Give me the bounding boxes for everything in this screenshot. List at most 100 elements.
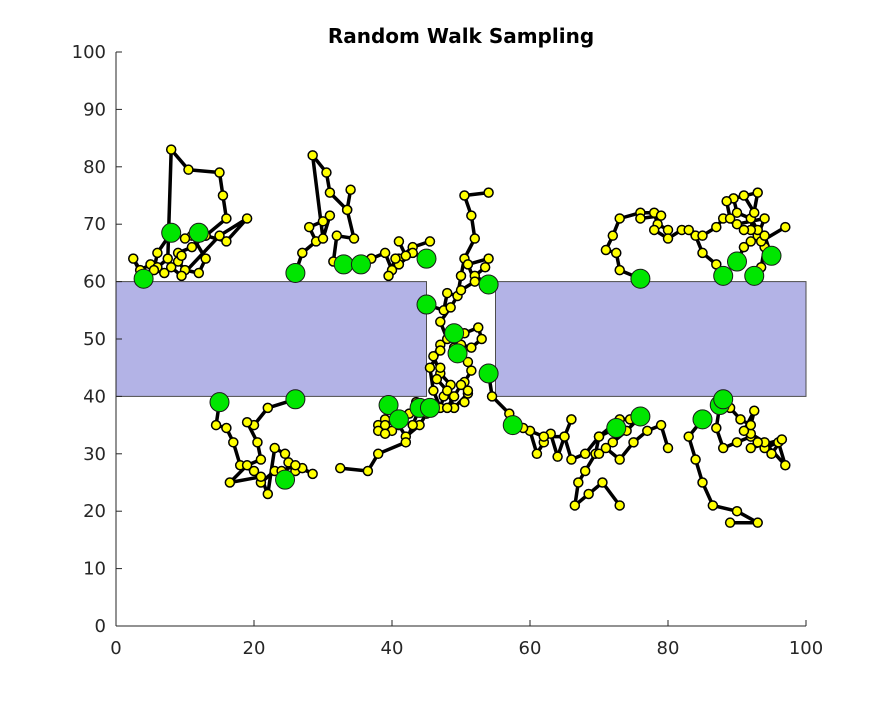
start-point: [378, 395, 399, 416]
sample-point: [390, 253, 401, 264]
sample-point: [579, 448, 591, 460]
tick-layer: 0 20 40 60 80 100 0 10 20 30 40 50 60 70 80 90 100: [72, 42, 824, 659]
sample-point: [707, 500, 719, 511]
sample-point: [731, 207, 743, 218]
sample-point: [241, 213, 253, 224]
x-tick-label: 60: [519, 638, 542, 659]
sample-point: [476, 333, 487, 345]
sample-point: [593, 448, 605, 460]
y-tick-label: 10: [83, 559, 106, 580]
sample-point: [335, 462, 346, 474]
y-tick-label: 40: [83, 386, 106, 407]
x-tick-label: 20: [243, 638, 266, 659]
sample-point: [745, 419, 757, 431]
sample-point: [379, 428, 391, 439]
sample-point: [483, 253, 494, 264]
sample-point: [566, 454, 577, 465]
sample-point: [569, 500, 581, 511]
sample-point: [738, 190, 750, 201]
sample-point: [317, 233, 329, 244]
y-tick-label: 100: [72, 42, 106, 63]
sample-point: [655, 419, 667, 431]
sample-point: [749, 207, 760, 218]
sample-point: [752, 437, 763, 448]
sample-point: [738, 241, 750, 253]
x-tick-label: 100: [789, 638, 823, 659]
sample-point: [455, 284, 467, 296]
sample-point: [780, 460, 791, 471]
sample-point: [362, 465, 374, 477]
sample-point: [552, 451, 563, 462]
sample-point: [262, 402, 274, 414]
sample-point: [538, 431, 550, 442]
sample-point: [735, 414, 746, 425]
sample-point: [642, 425, 653, 437]
sample-point: [228, 437, 239, 448]
sample-point: [697, 230, 708, 241]
walk-path: [424, 190, 491, 313]
sample-point: [531, 448, 543, 460]
sample-point: [262, 488, 274, 500]
sample-point: [159, 267, 170, 279]
y-tick-label: 30: [83, 444, 106, 465]
sample-point: [600, 442, 612, 454]
sample-point: [721, 195, 732, 207]
start-point: [133, 268, 154, 289]
start-point: [502, 415, 523, 436]
start-point: [727, 251, 747, 272]
sample-point: [455, 270, 467, 282]
sample-point: [307, 150, 318, 161]
sample-point: [600, 244, 612, 256]
start-point: [478, 274, 499, 295]
sample-point: [731, 218, 743, 230]
sample-point: [731, 437, 743, 448]
sample-point: [611, 247, 622, 259]
sample-point: [745, 236, 757, 247]
sample-point: [441, 287, 453, 299]
sample-point: [462, 356, 474, 368]
start-point: [630, 406, 651, 427]
sample-point: [711, 221, 722, 233]
sample-point: [483, 187, 494, 198]
chart-title: Random Walk Sampling: [328, 24, 594, 48]
sample-point: [738, 224, 750, 236]
sample-point: [303, 221, 315, 233]
sample-point: [593, 431, 605, 442]
sample-point: [479, 262, 491, 273]
sample-point: [469, 233, 481, 244]
sample-point: [383, 270, 394, 282]
sample-point: [424, 236, 436, 247]
sample-point: [724, 517, 736, 528]
sample-point: [435, 316, 446, 328]
sample-point: [614, 500, 625, 511]
sample-point: [662, 233, 674, 244]
sample-point: [179, 233, 191, 244]
sample-point: [466, 210, 477, 221]
sample-point: [193, 267, 205, 279]
sample-point: [655, 210, 667, 221]
sample-point: [441, 385, 453, 396]
obstacle-rect: [115, 281, 427, 397]
sample-point: [428, 385, 439, 396]
sample-point: [724, 213, 736, 224]
sample-point: [459, 190, 470, 201]
y-tick-label: 50: [83, 329, 106, 350]
sample-point: [269, 442, 280, 454]
start-point-layer: [133, 222, 782, 490]
sample-point: [241, 416, 253, 428]
sample-point: [400, 250, 412, 262]
sample-point: [255, 454, 267, 465]
sample-point: [324, 187, 336, 198]
sample-point: [165, 144, 177, 155]
sample-point: [372, 448, 384, 460]
sample-point: [441, 402, 453, 414]
sample-point: [183, 164, 194, 175]
x-tick-label: 80: [657, 638, 680, 659]
sample-point: [738, 425, 750, 437]
start-point: [713, 265, 734, 286]
sample-point: [224, 477, 236, 488]
start-point: [161, 222, 182, 243]
sample-point: [766, 448, 777, 460]
sample-point: [459, 396, 470, 408]
start-point: [713, 389, 734, 410]
